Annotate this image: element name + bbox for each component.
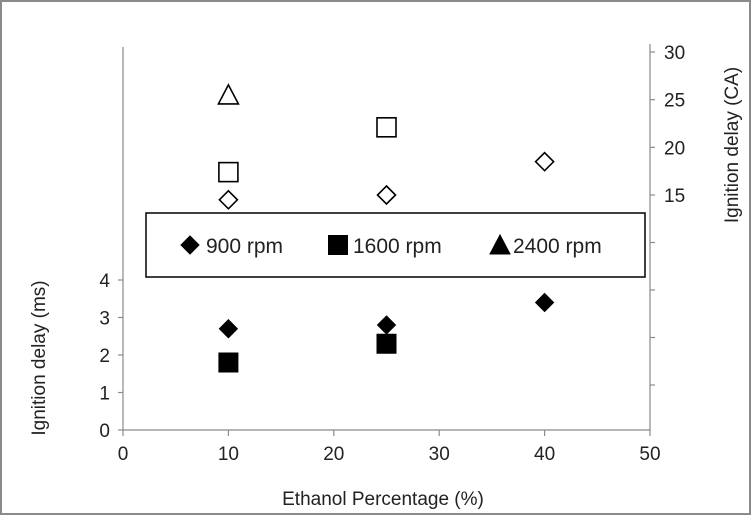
point-900-rpm-ca [376, 184, 397, 206]
y2-axis-title: Ignition delay (CA) [722, 67, 743, 223]
x-tick-label: 20 [323, 444, 344, 465]
tick-labels: 0 10 20 30 40 50 0 1 2 3 4 15 20 25 30 [99, 43, 685, 465]
point-1600-rpm-ca [376, 117, 397, 138]
data-points [217, 83, 555, 373]
x-tick-label: 0 [118, 444, 129, 465]
legend-keys [180, 233, 511, 255]
y-tick-label: 4 [99, 271, 110, 292]
point-1600-rpm-ms [218, 352, 239, 373]
point-900-rpm-ms [534, 292, 555, 313]
y2-tick-label: 25 [664, 91, 685, 112]
legend-label-900-rpm: 900 rpm [206, 235, 283, 258]
axes [118, 44, 655, 436]
y-tick-label: 0 [99, 421, 110, 442]
x-tick-label: 30 [429, 444, 450, 465]
point-900-rpm-ms [218, 319, 239, 339]
point-1600-rpm-ca [218, 161, 239, 183]
x-axis-title: Ethanol Percentage (%) [282, 489, 484, 510]
x-tick-label: 50 [639, 444, 660, 465]
y-tick-label: 3 [99, 309, 110, 330]
point-2400-rpm-ca [217, 83, 240, 105]
point-900-rpm-ca [534, 151, 555, 172]
legend-box [145, 212, 646, 278]
point-1600-rpm-ms [376, 333, 397, 354]
y-axis-title: Ignition delay (ms) [29, 280, 50, 435]
y-tick-label: 1 [99, 384, 110, 405]
legend-key-2400-rpm [489, 233, 511, 255]
y2-tick-label: 15 [664, 186, 685, 207]
legend-key-1600-rpm [328, 235, 348, 255]
legend-label-2400-rpm: 2400 rpm [513, 235, 602, 258]
x-tick-label: 10 [218, 444, 239, 465]
y2-tick-label: 30 [664, 43, 685, 64]
y-tick-label: 2 [99, 346, 110, 367]
legend-key-900-rpm [180, 235, 200, 255]
x-tick-label: 40 [534, 444, 555, 465]
point-900-rpm-ca [218, 189, 239, 210]
legend-label-1600-rpm: 1600 rpm [353, 235, 442, 258]
y2-tick-label: 20 [664, 138, 685, 159]
legend: 900 rpm 1600 rpm 2400 rpm [145, 212, 646, 278]
